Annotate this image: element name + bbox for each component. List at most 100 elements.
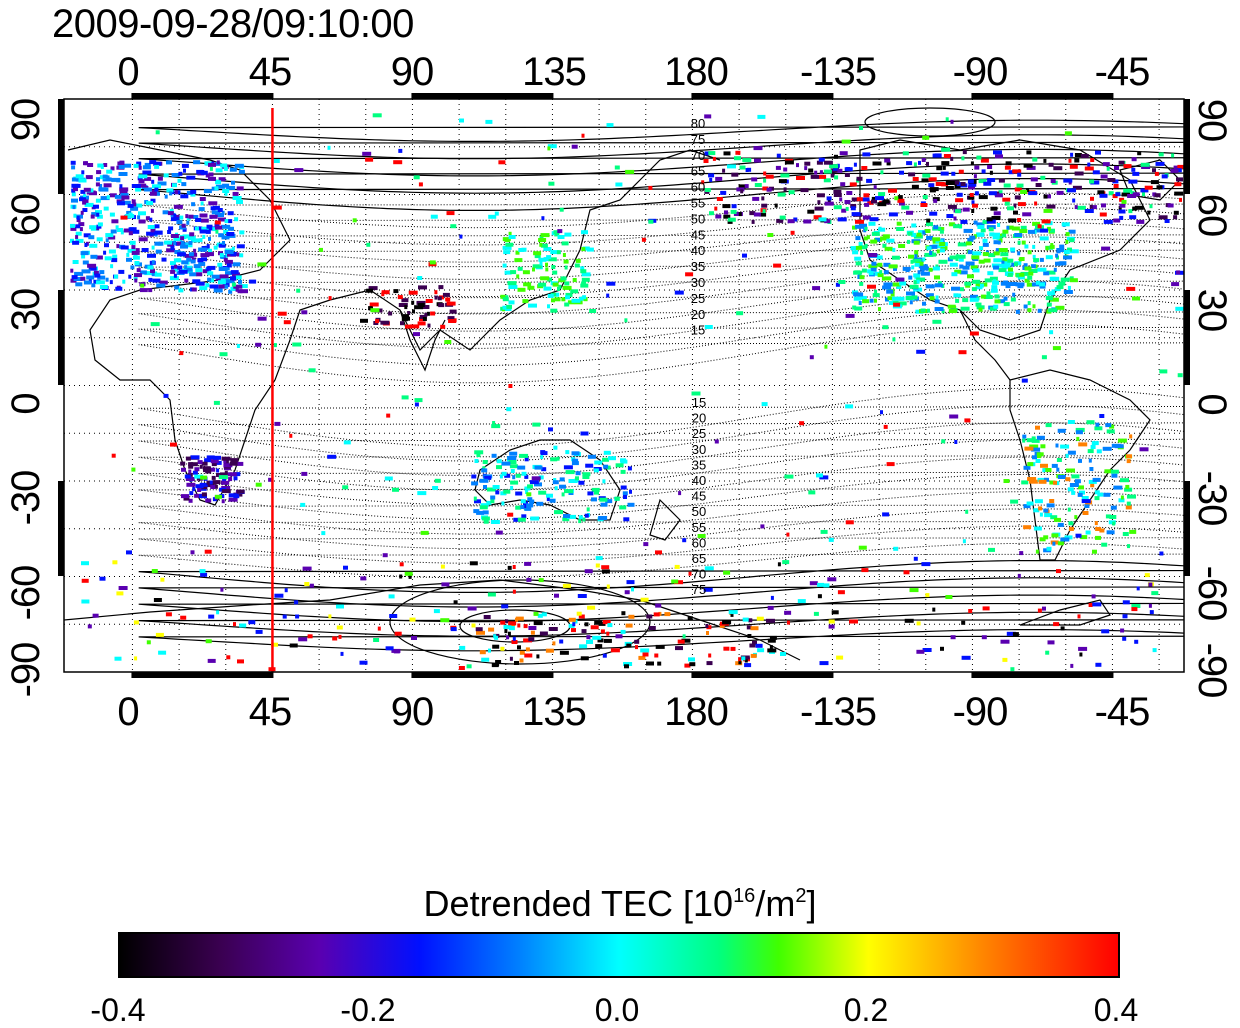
tec-patch xyxy=(979,246,984,251)
tec-patch xyxy=(230,458,239,463)
tec-patch xyxy=(934,275,940,280)
top-tick-m90: -90 xyxy=(952,50,1009,94)
tec-patch xyxy=(151,189,157,194)
tec-patch xyxy=(687,616,693,621)
tec-patch xyxy=(655,644,665,649)
tec-patch xyxy=(961,620,966,625)
tec-patch xyxy=(1132,206,1138,211)
tec-patch xyxy=(570,289,579,294)
coast-new-zealand xyxy=(649,498,681,541)
tec-patch xyxy=(224,250,234,254)
tec-patch xyxy=(565,292,573,297)
tec-patch xyxy=(1010,247,1016,252)
tec-patch xyxy=(1068,527,1074,531)
tec-patch xyxy=(177,178,182,183)
tec-patch xyxy=(925,593,930,598)
tec-patch xyxy=(134,656,138,661)
tec-patch xyxy=(1012,292,1016,297)
tec-patch xyxy=(807,209,815,214)
tec-patch xyxy=(1085,530,1091,535)
tec-patch xyxy=(1158,152,1164,157)
tec-patch xyxy=(803,219,812,224)
tec-patch xyxy=(1043,508,1049,513)
tec-patch xyxy=(1046,503,1055,508)
tec-patch xyxy=(1152,192,1157,197)
tec-patch xyxy=(218,177,226,182)
tec-patch xyxy=(430,214,438,219)
coast-europe-africa xyxy=(67,139,371,506)
tec-patch xyxy=(1106,530,1115,535)
tec-patch xyxy=(875,237,881,242)
tec-patch xyxy=(871,261,877,266)
tec-patch xyxy=(1056,467,1060,472)
tec-patch xyxy=(537,613,543,618)
tec-patch xyxy=(601,565,610,570)
tec-patch xyxy=(856,197,863,202)
tec-patch xyxy=(399,574,403,579)
tec-patch xyxy=(420,530,429,535)
tec-patch xyxy=(1023,465,1031,470)
tec-patch xyxy=(176,220,183,225)
tec-patch xyxy=(507,512,514,517)
tec-patch xyxy=(236,244,245,249)
tec-patch xyxy=(574,263,580,268)
contour-label-north: 30 xyxy=(691,275,705,290)
tec-patch xyxy=(70,160,76,165)
tec-patch xyxy=(433,609,440,614)
tec-patch xyxy=(214,186,219,191)
tec-patch xyxy=(218,475,228,480)
tec-patch xyxy=(99,184,103,188)
tec-patch xyxy=(945,117,949,122)
tec-patch xyxy=(593,468,599,473)
tec-patch xyxy=(1141,165,1151,169)
tec-patch xyxy=(965,261,975,266)
tec-patch xyxy=(501,501,505,506)
tec-patch xyxy=(133,203,143,208)
tec-patch xyxy=(631,587,634,592)
tec-patch xyxy=(964,418,971,423)
tec-patch xyxy=(1068,158,1072,163)
tec-patch xyxy=(1122,532,1129,536)
tec-patch xyxy=(147,265,154,270)
tec-patch xyxy=(982,220,989,225)
contour-label-south: 35 xyxy=(692,457,706,472)
tec-patch xyxy=(563,465,573,470)
tec-patch xyxy=(1039,284,1046,289)
tec-patch xyxy=(559,650,569,655)
tec-patch xyxy=(554,297,561,302)
tec-patch xyxy=(459,118,464,123)
tec-patch xyxy=(991,263,1000,268)
tec-patch xyxy=(958,293,962,298)
tec-patch xyxy=(787,219,795,224)
tec-patch xyxy=(812,286,821,291)
tec-patch xyxy=(533,611,539,616)
tec-patch xyxy=(546,497,550,502)
tec-patch xyxy=(157,181,167,186)
tec-patch xyxy=(954,440,958,444)
tec-patch xyxy=(553,445,558,450)
tec-patch xyxy=(508,460,517,464)
tec-patch xyxy=(521,514,527,519)
tec-patch xyxy=(1014,187,1022,192)
tec-patch xyxy=(170,261,176,266)
tec-patch xyxy=(130,206,139,211)
tec-patch xyxy=(704,566,714,571)
tec-patch xyxy=(517,623,521,628)
tec-patch xyxy=(228,477,233,482)
tec-patch xyxy=(719,623,725,628)
tec-patch xyxy=(486,487,496,492)
tec-patch xyxy=(722,168,726,173)
tec-patch xyxy=(534,465,543,470)
tec-patch xyxy=(606,293,610,298)
tec-patch xyxy=(1039,282,1045,287)
tec-patch xyxy=(754,158,761,163)
tec-patch xyxy=(1003,302,1010,307)
tec-patch xyxy=(874,271,880,276)
tec-patch xyxy=(951,272,958,277)
tec-patch xyxy=(448,319,457,323)
tec-patch xyxy=(482,510,489,515)
tec-patch xyxy=(689,662,696,667)
tec-patch xyxy=(760,524,765,529)
tec-patch xyxy=(86,275,95,280)
tec-patch xyxy=(733,212,743,216)
